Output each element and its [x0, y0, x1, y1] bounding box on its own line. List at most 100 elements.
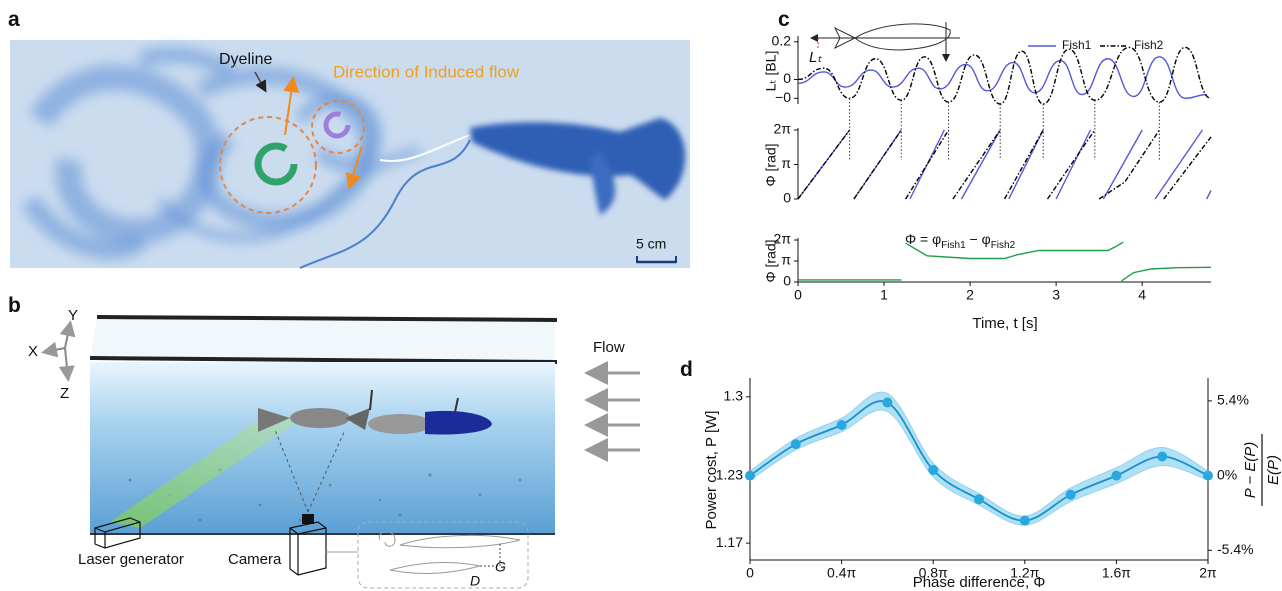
vortex [323, 111, 351, 139]
flow-arrow [345, 145, 363, 190]
y-tick-label: 2π [774, 121, 792, 137]
inset-sketch [399, 534, 521, 549]
x-tick-label: 1.2π [1010, 565, 1039, 581]
axis-label: Y [68, 307, 78, 324]
setup-diagram [41, 315, 640, 589]
y2-label-denominator: E(P) [1265, 455, 1282, 485]
data-point [1065, 489, 1076, 500]
axis-label: Z [60, 385, 69, 402]
annotation: Direction of Induced flow [333, 62, 520, 81]
charts: 0.2 0 −0 0 π 2π 0 π 2π 0 1 2 3 4 Fish1 Fish2 Lₜ [BL] Φ [r… [703, 32, 1282, 590]
series-line [797, 46, 1212, 105]
data-point [1203, 470, 1213, 481]
x-tick-label: 0.8π [919, 565, 948, 581]
y-tick-label: 1.23 [716, 466, 743, 482]
floor [298, 518, 302, 522]
data-point [882, 397, 893, 408]
annotation-part: Fish2 [991, 240, 1016, 251]
floor [198, 518, 202, 522]
annotation: Lₜ [809, 49, 822, 66]
x-tick-label: 0 [746, 565, 754, 581]
dye [137, 46, 234, 78]
y-tick-label: 1.3 [724, 388, 744, 404]
view [274, 429, 309, 513]
y-axis-label: Φ [rad] [763, 143, 779, 186]
data-point [928, 465, 939, 475]
annotation-part: − φ [966, 231, 991, 247]
y-tick-label: 2π [774, 231, 792, 247]
x-tick-label: 2 [966, 287, 974, 303]
x-tick-label: 2π [1199, 565, 1217, 581]
y-tick-label: π [781, 252, 791, 268]
axis-label: X [28, 343, 38, 360]
path [854, 23, 951, 51]
x-axis-label: Time, t [s] [972, 315, 1037, 332]
floor [378, 498, 382, 502]
robot-fish [470, 118, 686, 200]
y2-tick-label: 5.4% [1217, 392, 1249, 408]
x-tick-label: 0.4π [827, 565, 856, 581]
scale-label: 5 cm [636, 236, 666, 252]
inset-sketch [378, 531, 396, 547]
data-point [745, 470, 755, 481]
robot-fish [258, 389, 492, 435]
y2-label-numerator: P − E(P) [1242, 442, 1259, 499]
legend-label: Fish1 [1062, 38, 1092, 52]
floor [258, 503, 262, 507]
robot-fish [369, 389, 373, 411]
inset-sketch [378, 531, 521, 574]
y-axis-label: Φ [rad] [763, 239, 779, 282]
tether [299, 139, 471, 269]
annotation: Flow [593, 339, 625, 356]
annotation: G [495, 559, 506, 575]
camera-box [289, 521, 327, 576]
panel-label: c [778, 8, 790, 31]
rail [96, 315, 558, 322]
view [307, 429, 346, 513]
data-point [1157, 451, 1168, 462]
panel-label: d [680, 358, 693, 381]
y-tick-label: 1.17 [716, 534, 743, 550]
series-line [797, 56, 1207, 100]
robot-fish [258, 408, 290, 432]
dye [21, 194, 148, 260]
floor [128, 478, 132, 482]
x-tick-label: 3 [1052, 287, 1060, 303]
y2-tick-label: -5.4% [1217, 541, 1254, 557]
rail [89, 356, 558, 364]
data-point [974, 494, 984, 505]
annotation: D [470, 573, 480, 589]
photo [10, 40, 690, 269]
y-tick-label: 0 [783, 190, 791, 206]
y2-tick-label: 0% [1217, 466, 1237, 482]
annotation: Dyeline [219, 51, 272, 68]
pointer [254, 71, 267, 93]
confidence-band [749, 391, 1209, 526]
series-line [797, 129, 1212, 200]
floor [398, 513, 402, 517]
y-tick-label: 0 [783, 70, 791, 86]
tether [379, 134, 471, 162]
x-tick-label: 1 [880, 287, 888, 303]
floor [428, 473, 432, 477]
flow-arrow [283, 76, 300, 136]
series-line [798, 241, 1212, 282]
robot-fish [470, 118, 686, 215]
floor [518, 478, 522, 482]
x-tick-label: 0 [794, 287, 802, 303]
legend-label: Fish2 [1134, 38, 1164, 52]
data-point [1111, 470, 1122, 481]
fish-schematic [810, 22, 960, 62]
annotation-part: Φ = φ [905, 231, 941, 247]
laser-box [94, 517, 141, 549]
x-tick-label: 1.6π [1102, 565, 1131, 581]
laser-beam [110, 412, 300, 528]
axis-arrow [41, 341, 66, 358]
y-tick-label: 0 [783, 273, 791, 289]
swirl [219, 116, 317, 214]
annotation: Laser generator [78, 551, 184, 568]
annotation-part: Fish1 [941, 240, 966, 251]
y-tick-label: −0 [775, 89, 791, 105]
lens [302, 514, 314, 524]
